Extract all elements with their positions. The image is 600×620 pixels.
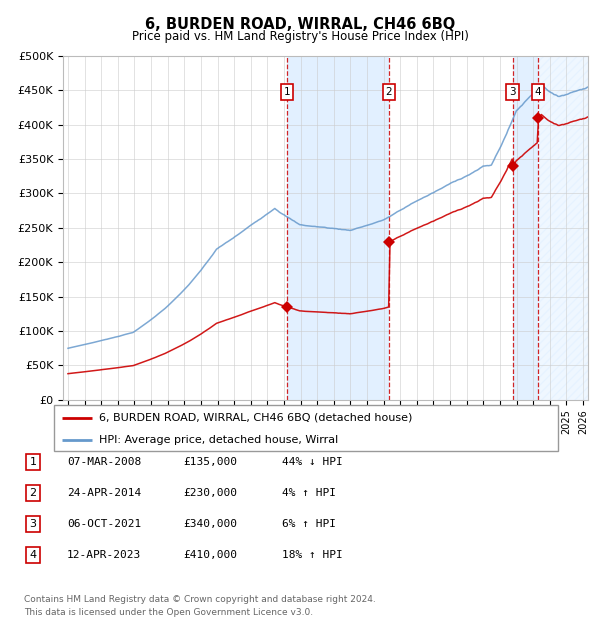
Text: 12-APR-2023: 12-APR-2023 (67, 550, 142, 560)
Text: 2: 2 (386, 87, 392, 97)
Text: 24-APR-2014: 24-APR-2014 (67, 488, 142, 498)
Text: 6, BURDEN ROAD, WIRRAL, CH46 6BQ (detached house): 6, BURDEN ROAD, WIRRAL, CH46 6BQ (detach… (100, 413, 413, 423)
Text: Price paid vs. HM Land Registry's House Price Index (HPI): Price paid vs. HM Land Registry's House … (131, 30, 469, 43)
Text: 4: 4 (29, 550, 37, 560)
Text: 1: 1 (283, 87, 290, 97)
Text: 1: 1 (29, 457, 37, 467)
Text: 18% ↑ HPI: 18% ↑ HPI (282, 550, 343, 560)
Bar (538, 56, 592, 400)
Text: 6, BURDEN ROAD, WIRRAL, CH46 6BQ: 6, BURDEN ROAD, WIRRAL, CH46 6BQ (145, 17, 455, 32)
Text: £410,000: £410,000 (183, 550, 237, 560)
Bar (512, 56, 538, 400)
Bar (287, 56, 389, 400)
Text: 4: 4 (535, 87, 541, 97)
Text: 44% ↓ HPI: 44% ↓ HPI (282, 457, 343, 467)
Text: HPI: Average price, detached house, Wirral: HPI: Average price, detached house, Wirr… (100, 435, 338, 445)
FancyBboxPatch shape (54, 405, 558, 451)
Text: £135,000: £135,000 (183, 457, 237, 467)
Text: £340,000: £340,000 (183, 519, 237, 529)
Text: 3: 3 (509, 87, 516, 97)
Text: 3: 3 (29, 519, 37, 529)
Text: Contains HM Land Registry data © Crown copyright and database right 2024.
This d: Contains HM Land Registry data © Crown c… (24, 595, 376, 617)
Text: £230,000: £230,000 (183, 488, 237, 498)
Text: 2: 2 (29, 488, 37, 498)
Text: 07-MAR-2008: 07-MAR-2008 (67, 457, 142, 467)
Text: 4% ↑ HPI: 4% ↑ HPI (282, 488, 336, 498)
Text: 06-OCT-2021: 06-OCT-2021 (67, 519, 142, 529)
Text: 6% ↑ HPI: 6% ↑ HPI (282, 519, 336, 529)
